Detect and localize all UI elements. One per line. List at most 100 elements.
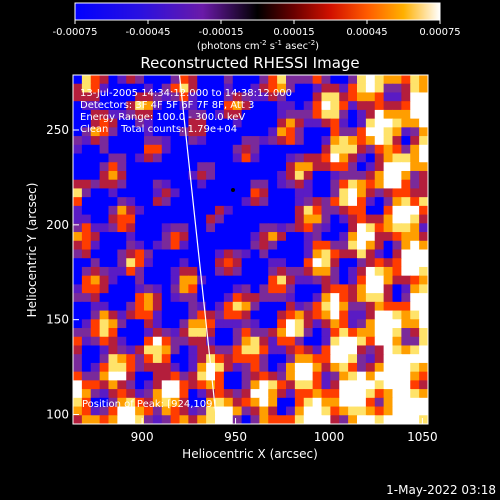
heatmap-cell <box>206 266 216 277</box>
heatmap-cell <box>90 336 101 347</box>
heatmap-cell <box>392 240 402 251</box>
heatmap-cell <box>348 170 358 181</box>
heatmap-cell <box>330 301 340 312</box>
heatmap-cell <box>223 354 234 364</box>
heatmap-cell <box>321 144 331 155</box>
heatmap-cell <box>90 101 101 111</box>
heatmap-cell <box>259 266 269 277</box>
heatmap-cell <box>197 380 207 390</box>
heatmap-cell <box>374 319 385 329</box>
heatmap-cell <box>241 205 252 216</box>
heatmap-cell <box>241 188 252 198</box>
heatmap-cell <box>321 75 331 85</box>
heatmap-cell <box>73 310 83 320</box>
heatmap-cell <box>73 397 83 408</box>
heatmap-cell <box>303 223 314 233</box>
heatmap-cell <box>126 205 136 216</box>
heatmap-cell <box>303 249 314 259</box>
heatmap-cell <box>321 293 331 303</box>
heatmap-cell <box>383 153 394 163</box>
heatmap-cell <box>197 362 207 373</box>
heatmap-cell <box>401 101 411 111</box>
heatmap-cell <box>188 240 198 251</box>
heatmap-cell <box>170 336 181 347</box>
heatmap-cell <box>188 258 198 268</box>
heatmap-cell <box>241 380 252 390</box>
heatmap-cell <box>241 136 252 146</box>
heatmap-cell <box>303 328 314 338</box>
heatmap-cell <box>73 170 83 181</box>
heatmap-cell <box>90 92 101 102</box>
heatmap-cell <box>152 127 163 137</box>
heatmap-cell <box>259 354 269 364</box>
heatmap-cell <box>144 240 154 251</box>
heatmap-cell <box>357 240 367 251</box>
heatmap-cell <box>223 249 234 259</box>
heatmap-cell <box>126 83 136 94</box>
heatmap-cell <box>401 136 411 146</box>
heatmap-cell <box>410 310 420 320</box>
x-tick-label: 1050 <box>407 430 438 444</box>
heatmap-cell <box>268 127 278 137</box>
heatmap-cell <box>197 397 207 408</box>
heatmap-cell <box>259 162 269 172</box>
heatmap-cell <box>232 214 243 224</box>
heatmap-cell <box>215 336 225 347</box>
heatmap-cell <box>250 310 260 320</box>
heatmap-cell <box>392 205 402 216</box>
heatmap-cell <box>188 205 198 216</box>
heatmap-cell <box>135 354 145 364</box>
heatmap-cell <box>268 328 278 338</box>
heatmap-cell <box>401 188 411 198</box>
heatmap-cell <box>179 284 189 294</box>
heatmap-cell <box>401 232 411 242</box>
heatmap-cell <box>312 232 323 242</box>
heatmap-cell <box>365 109 376 120</box>
heatmap-cell <box>108 101 118 111</box>
heatmap-cell <box>144 101 154 111</box>
heatmap-cell <box>152 144 163 155</box>
heatmap-cell <box>259 188 269 198</box>
heatmap-cell <box>392 188 402 198</box>
heatmap-cell <box>206 397 216 408</box>
heatmap-cell <box>152 162 163 172</box>
heatmap-cell <box>161 127 172 137</box>
heatmap-cell <box>277 127 287 137</box>
heatmap-cell <box>321 362 331 373</box>
colorbar-tick-label: 0.00015 <box>273 27 314 38</box>
heatmap-cell <box>383 214 394 224</box>
heatmap-cell <box>206 179 216 190</box>
heatmap-cell <box>108 127 118 137</box>
heatmap-cell <box>339 354 349 364</box>
heatmap-cell <box>126 354 136 364</box>
heatmap-cell <box>223 380 234 390</box>
heatmap-cell <box>81 258 92 268</box>
heatmap-cell <box>241 319 252 329</box>
heatmap-cell <box>339 214 349 224</box>
heatmap-cell <box>170 101 181 111</box>
heatmap-cell <box>232 301 243 312</box>
heatmap-cell <box>392 319 402 329</box>
heatmap-cell <box>312 214 323 224</box>
heatmap-cell <box>135 170 145 181</box>
heatmap-cell <box>374 162 385 172</box>
heatmap-cell <box>303 258 314 268</box>
heatmap-cell <box>259 275 269 285</box>
heatmap-cell <box>232 345 243 355</box>
heatmap-cell <box>330 284 340 294</box>
heatmap-cell <box>294 205 305 216</box>
heatmap-cell <box>303 101 314 111</box>
heatmap-cell <box>223 153 234 163</box>
heatmap-cell <box>223 92 234 102</box>
heatmap-cell <box>401 293 411 303</box>
heatmap-cell <box>117 336 127 347</box>
heatmap-cell <box>179 371 189 381</box>
heatmap-cell <box>357 275 367 285</box>
heatmap-cell <box>99 92 110 102</box>
heatmap-cell <box>232 389 243 399</box>
heatmap-cell <box>223 362 234 373</box>
heatmap-cell <box>321 205 331 216</box>
heatmap-cell <box>215 136 225 146</box>
heatmap-cell <box>330 397 340 408</box>
heatmap-cell <box>135 75 145 85</box>
